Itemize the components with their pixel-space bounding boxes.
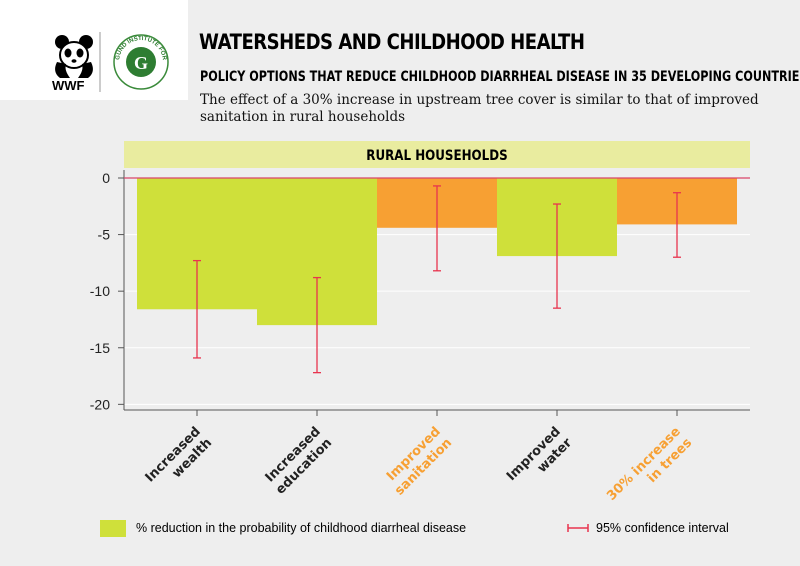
panda-logo-icon <box>55 35 93 78</box>
legend-bar-label: % reduction in the probability of childh… <box>136 521 467 535</box>
chart-title: RURAL HOUSEHOLDS <box>366 148 507 164</box>
error-bar <box>433 185 441 272</box>
y-tick-label: -5 <box>98 227 111 243</box>
error-bar <box>553 203 561 309</box>
y-tick-label: -20 <box>90 396 110 412</box>
x-tick-label: Improvedwater <box>504 424 576 496</box>
y-tick-label: -15 <box>90 340 110 356</box>
y-tick-label: -10 <box>90 283 110 299</box>
legend-ci-label: 95% confidence interval <box>596 521 729 535</box>
legend-ci-icon <box>567 524 589 532</box>
x-tick-label: Improvedsanitation <box>381 424 455 498</box>
logo-graphics: WWF G GUND INSTITUTE FOR ENVIRONMENT <box>0 0 169 93</box>
error-bar <box>313 276 321 374</box>
page-title: WATERSHEDS AND CHILDHOOD HEALTH <box>199 30 585 54</box>
page-description: The effect of a 30% increase in upstream… <box>200 92 759 125</box>
x-tick-label: Increasededucation <box>262 424 335 497</box>
x-tick-label: 30% increasein trees <box>604 424 695 515</box>
chart-title-band <box>124 141 750 168</box>
error-bar <box>673 192 681 258</box>
page-subtitle: POLICY OPTIONS THAT REDUCE CHILDHOOD DIA… <box>200 69 800 85</box>
org-wordmark: WWF <box>52 78 85 93</box>
x-tick-label: Increasedwealth <box>143 424 216 497</box>
legend-bar-swatch <box>100 520 126 537</box>
y-tick-label: 0 <box>102 170 110 186</box>
logo-panel: WWF G GUND INSTITUTE FOR ENVIRONMENT <box>0 0 188 100</box>
svg-text:G: G <box>134 53 148 73</box>
error-bar <box>193 259 201 359</box>
